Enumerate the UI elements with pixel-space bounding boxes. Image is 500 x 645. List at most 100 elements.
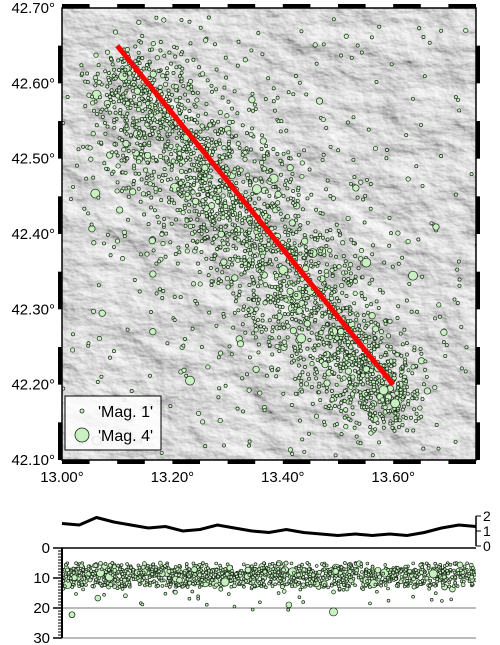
event-marker bbox=[169, 221, 174, 226]
section-event-marker bbox=[64, 563, 68, 567]
event-marker bbox=[191, 281, 197, 287]
legend-label-mag-1: 'Mag. 1' bbox=[98, 404, 153, 421]
event-marker bbox=[325, 334, 330, 339]
event-marker bbox=[314, 207, 319, 212]
event-marker bbox=[452, 297, 457, 302]
event-marker bbox=[223, 200, 228, 205]
event-marker bbox=[227, 149, 232, 153]
event-marker bbox=[272, 204, 277, 209]
event-marker bbox=[144, 181, 149, 186]
event-marker bbox=[149, 173, 154, 178]
event-marker bbox=[355, 327, 360, 332]
event-marker bbox=[199, 231, 204, 236]
section-event-marker bbox=[248, 577, 253, 582]
event-marker bbox=[299, 160, 305, 166]
event-marker bbox=[122, 72, 127, 77]
event-marker bbox=[370, 417, 374, 422]
event-marker bbox=[150, 131, 155, 136]
event-marker bbox=[136, 50, 141, 55]
event-marker bbox=[339, 409, 344, 413]
event-marker bbox=[169, 152, 174, 157]
event-marker bbox=[361, 336, 366, 341]
event-marker bbox=[104, 107, 109, 112]
section-event-marker bbox=[345, 583, 350, 588]
event-marker bbox=[302, 255, 307, 260]
event-marker bbox=[404, 298, 409, 303]
event-marker bbox=[173, 252, 178, 257]
event-marker bbox=[294, 351, 299, 356]
event-marker bbox=[320, 116, 326, 123]
frame-segment bbox=[172, 460, 200, 464]
event-marker bbox=[110, 91, 115, 96]
event-marker bbox=[213, 213, 218, 218]
event-marker bbox=[154, 55, 160, 61]
event-marker bbox=[247, 283, 252, 287]
section-event-marker bbox=[301, 600, 305, 604]
event-marker bbox=[254, 226, 259, 231]
section-event-marker bbox=[276, 570, 281, 575]
event-marker bbox=[237, 283, 242, 288]
event-marker bbox=[296, 277, 301, 282]
event-marker bbox=[164, 231, 169, 236]
event-marker bbox=[132, 179, 136, 183]
event-marker bbox=[309, 192, 314, 197]
event-marker bbox=[415, 391, 420, 396]
section-event-marker bbox=[191, 566, 198, 573]
event-marker bbox=[284, 320, 289, 325]
event-marker bbox=[129, 188, 137, 196]
section-event-marker bbox=[391, 570, 395, 575]
event-marker bbox=[329, 295, 335, 301]
event-marker bbox=[350, 405, 355, 410]
event-marker bbox=[405, 176, 411, 182]
event-marker bbox=[432, 223, 440, 231]
section-event-marker bbox=[87, 577, 93, 583]
event-marker bbox=[398, 331, 403, 336]
section-event-marker bbox=[453, 580, 457, 585]
event-marker bbox=[177, 150, 183, 156]
section-event-marker bbox=[79, 580, 84, 585]
section-event-marker bbox=[187, 596, 192, 601]
event-marker bbox=[372, 385, 377, 390]
section-event-marker bbox=[353, 583, 357, 588]
event-marker bbox=[291, 92, 296, 97]
event-marker bbox=[102, 161, 107, 166]
event-marker bbox=[293, 74, 298, 79]
section-event-marker bbox=[285, 601, 293, 609]
section-event-marker bbox=[286, 607, 290, 612]
event-marker bbox=[96, 283, 101, 288]
event-marker bbox=[227, 231, 232, 236]
event-marker bbox=[81, 144, 86, 149]
event-marker bbox=[259, 137, 267, 145]
event-marker bbox=[324, 229, 329, 234]
event-marker bbox=[277, 326, 282, 330]
event-marker bbox=[95, 380, 100, 384]
event-marker bbox=[193, 104, 198, 109]
event-marker bbox=[405, 391, 410, 396]
event-marker bbox=[218, 178, 223, 183]
event-marker bbox=[318, 270, 322, 275]
event-marker bbox=[256, 297, 261, 302]
event-marker bbox=[208, 212, 213, 217]
event-marker bbox=[251, 277, 256, 282]
section-event-marker bbox=[157, 560, 163, 566]
event-marker bbox=[139, 40, 143, 45]
event-marker bbox=[354, 317, 359, 322]
event-marker bbox=[312, 237, 317, 242]
event-marker bbox=[250, 258, 255, 263]
event-marker bbox=[112, 105, 117, 110]
event-marker bbox=[121, 153, 126, 158]
section-event-marker bbox=[276, 561, 281, 567]
lat-tick-label: 42.40° bbox=[11, 226, 55, 243]
event-marker bbox=[220, 258, 228, 266]
event-marker bbox=[294, 332, 299, 337]
event-marker bbox=[342, 415, 347, 420]
event-marker bbox=[147, 59, 152, 64]
event-marker bbox=[191, 238, 195, 243]
event-marker bbox=[182, 106, 187, 111]
event-marker bbox=[309, 249, 314, 254]
event-marker bbox=[297, 325, 302, 330]
event-marker bbox=[154, 15, 159, 20]
event-marker bbox=[351, 157, 356, 162]
event-marker bbox=[336, 264, 342, 270]
event-marker bbox=[137, 84, 142, 89]
